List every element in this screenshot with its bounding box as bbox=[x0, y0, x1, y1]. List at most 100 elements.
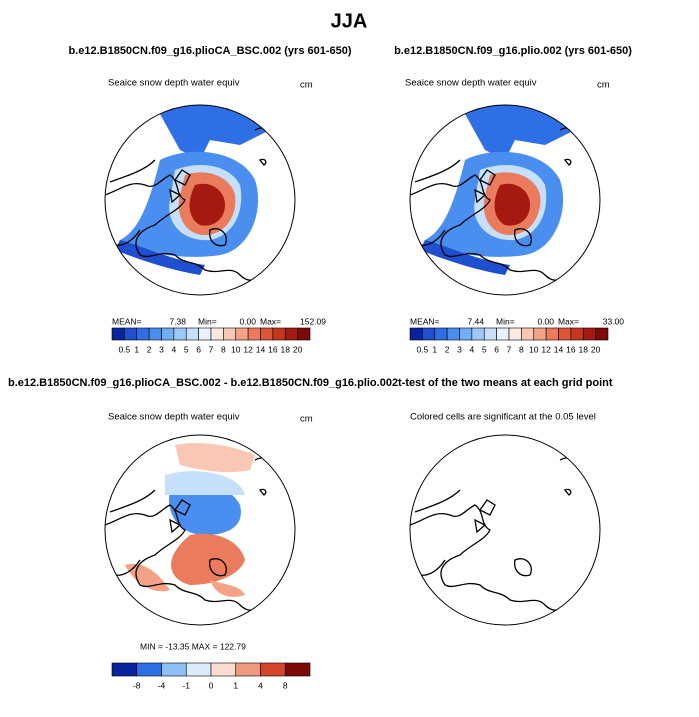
colorbar-box bbox=[582, 327, 596, 341]
stat-text: 0.00 bbox=[239, 316, 256, 326]
panel-title: b.e12.B1850CN.f09_g16.plio.002 (yrs 601-… bbox=[394, 45, 632, 57]
panel: t-test of the two means at each grid poi… bbox=[398, 377, 613, 626]
colorbar-label: 3 bbox=[159, 344, 164, 354]
colorbar-box bbox=[223, 327, 237, 341]
colorbar-box bbox=[545, 327, 559, 341]
colorbar-box bbox=[558, 327, 572, 341]
colorbar-label: 6 bbox=[196, 344, 201, 354]
colorbar-box bbox=[521, 327, 535, 341]
colorbar-box bbox=[185, 327, 199, 341]
colorbar-box bbox=[409, 327, 423, 341]
colorbar-label: 7 bbox=[507, 344, 512, 354]
colorbar-box bbox=[297, 327, 311, 341]
colorbar-label: 0 bbox=[209, 680, 214, 690]
panel-subtitle: Seaice snow depth water equiv bbox=[405, 78, 537, 89]
colorbar-box bbox=[471, 327, 485, 341]
panel-title: t-test of the two means at each grid poi… bbox=[398, 377, 613, 389]
map bbox=[105, 105, 281, 281]
map-border bbox=[409, 434, 601, 626]
colorbar-label: 18 bbox=[579, 344, 589, 354]
colorbar-label: 8 bbox=[221, 344, 226, 354]
units: cm bbox=[300, 414, 313, 425]
colorbar-box bbox=[210, 327, 224, 341]
stat-text: MEAN= bbox=[112, 316, 142, 326]
map bbox=[410, 105, 586, 281]
panel: b.e12.B1850CN.f09_g16.plioCA_BSC.002 (yr… bbox=[68, 45, 352, 296]
stat-text: 0.00 bbox=[537, 316, 554, 326]
colorbar-label: 12 bbox=[243, 344, 253, 354]
colorbar-box bbox=[595, 327, 609, 341]
colorbar-box bbox=[247, 327, 261, 341]
stat-text: MEAN= bbox=[410, 316, 440, 326]
panel-title: b.e12.B1850CN.f09_g16.plioCA_BSC.002 (yr… bbox=[68, 45, 351, 57]
panel-subtitle: Colored cells are significant at the 0.0… bbox=[410, 412, 596, 423]
colorbar-label: 6 bbox=[494, 344, 499, 354]
colorbar-label: 14 bbox=[256, 344, 266, 354]
colorbar-label: 2 bbox=[147, 344, 152, 354]
colorbar-box bbox=[260, 662, 286, 677]
colorbar-label: 20 bbox=[591, 344, 601, 354]
colorbar-label: 1 bbox=[233, 680, 238, 690]
colorbar-label: 3 bbox=[457, 344, 462, 354]
colorbar-label: 1 bbox=[134, 344, 139, 354]
colorbar-box bbox=[422, 327, 436, 341]
colorbar-box bbox=[198, 327, 212, 341]
colorbar-box bbox=[161, 327, 175, 341]
colorbar-label: 8 bbox=[519, 344, 524, 354]
colorbar-label: 2 bbox=[445, 344, 450, 354]
map bbox=[105, 443, 281, 611]
panel-title: b.e12.B1850CN.f09_g16.plioCA_BSC.002 - b… bbox=[8, 377, 398, 389]
colorbar-label: 14 bbox=[554, 344, 564, 354]
units: cm bbox=[300, 80, 313, 91]
colorbar-label: 16 bbox=[566, 344, 576, 354]
colorbar-label: 12 bbox=[541, 344, 551, 354]
map-border bbox=[409, 104, 601, 296]
colorbar-box bbox=[111, 662, 138, 677]
colorbar-box bbox=[111, 327, 125, 341]
colorbar-box bbox=[235, 662, 261, 677]
map-border bbox=[104, 434, 296, 626]
colorbar-box bbox=[508, 327, 522, 341]
stat-text: 7.38 bbox=[169, 316, 186, 326]
stat-text: 33.00 bbox=[603, 316, 625, 326]
colorbar-label: 5 bbox=[184, 344, 189, 354]
panel-subtitle: Seaice snow depth water equiv bbox=[108, 412, 240, 423]
figure-title: JJA bbox=[331, 10, 368, 32]
colorbar-box bbox=[173, 327, 187, 341]
colorbar-box bbox=[434, 327, 448, 341]
map-border bbox=[104, 104, 296, 296]
units: cm bbox=[597, 80, 610, 91]
colorbar-box bbox=[185, 662, 212, 677]
colorbar-box bbox=[136, 662, 162, 677]
stat-text: MIN = -13.35 MAX = 122.79 bbox=[140, 641, 246, 651]
colorbar-box bbox=[210, 662, 237, 677]
map bbox=[410, 457, 586, 611]
colorbar-label: 16 bbox=[268, 344, 278, 354]
colorbar-box bbox=[284, 662, 311, 677]
colorbar-label: 10 bbox=[231, 344, 241, 354]
colorbar-label: 0.5 bbox=[118, 344, 130, 354]
colorbar-box bbox=[161, 662, 187, 677]
colorbar-label: 0.5 bbox=[416, 344, 428, 354]
colorbar-box bbox=[284, 327, 298, 341]
colorbar-label: 18 bbox=[281, 344, 291, 354]
colorbar-label: 5 bbox=[482, 344, 487, 354]
colorbar-label: 20 bbox=[293, 344, 303, 354]
colorbar-box bbox=[260, 327, 274, 341]
colorbar-box bbox=[272, 327, 286, 341]
colorbar-label: -4 bbox=[158, 680, 166, 690]
colorbar-box bbox=[459, 327, 473, 341]
colorbar-label: -8 bbox=[133, 680, 141, 690]
colorbar-box bbox=[446, 327, 460, 341]
colorbar-label: 4 bbox=[470, 344, 475, 354]
stat-text: Min= bbox=[198, 316, 217, 326]
colorbar-label: 4 bbox=[258, 680, 263, 690]
colorbar-box bbox=[570, 327, 584, 341]
colorbar-label: 1 bbox=[432, 344, 437, 354]
panel: b.e12.B1850CN.f09_g16.plioCA_BSC.002 - b… bbox=[8, 377, 398, 626]
colorbar-label: 10 bbox=[529, 344, 539, 354]
colorbar-label: 7 bbox=[209, 344, 214, 354]
colorbar-box bbox=[148, 327, 162, 341]
colorbar-label: -1 bbox=[182, 680, 190, 690]
